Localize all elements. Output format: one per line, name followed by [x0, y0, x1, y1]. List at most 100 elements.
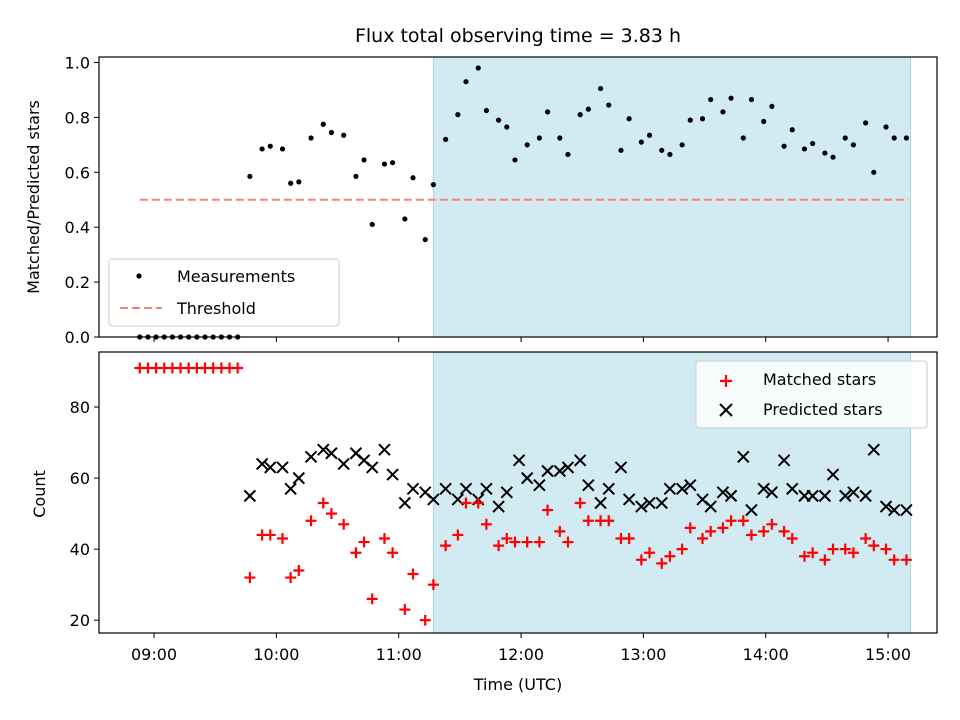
predicted-star-marker: [684, 479, 697, 492]
measurement-point: [659, 147, 665, 153]
predicted-star-marker: [704, 500, 717, 513]
matched-star-marker: [847, 547, 859, 559]
measurement-point: [761, 118, 767, 125]
matched-star-marker: [758, 525, 770, 537]
legend-predicted-label: Predicted stars: [763, 400, 883, 419]
predicted-star-marker: [337, 457, 350, 471]
measurement-point: [728, 95, 734, 101]
top-panel: 0.0 0.2 0.4 0.6 0.8 1.0 Matched/Predicted sta…: [24, 53, 938, 347]
measurement-point: [267, 143, 273, 149]
measurement-point: [430, 182, 436, 188]
measurement-point: [288, 180, 294, 186]
measurement-point: [585, 106, 591, 112]
measurement-point: [328, 129, 335, 136]
matched-star-marker: [387, 547, 399, 559]
y-tick-label: 0.4: [65, 218, 90, 237]
bottom-y-axis-label: Count: [30, 470, 49, 518]
measurement-point: [626, 116, 632, 122]
matched-star-marker: [501, 533, 513, 545]
predicted-star-marker: [847, 486, 860, 499]
measurement-point: [341, 132, 347, 138]
measurement-point: [369, 221, 375, 228]
x-tick-label: 12:00: [498, 645, 544, 664]
measurement-point: [512, 157, 518, 163]
matched-star-marker: [827, 543, 839, 555]
x-tick-label: 10:00: [253, 645, 299, 664]
predicted-star-marker: [459, 482, 473, 495]
matched-star-marker: [766, 518, 778, 530]
bottom-plot-frame: [98, 351, 938, 634]
measurement-point: [483, 107, 489, 114]
top-observing-span: [432, 56, 911, 338]
predicted-star-marker: [573, 454, 587, 467]
measurement-point: [646, 132, 653, 138]
measurement-point: [679, 142, 685, 148]
matched-star-marker: [574, 497, 586, 509]
matched-star-points: [134, 362, 912, 626]
predicted-star-marker: [304, 450, 318, 464]
predicted-star-marker: [806, 489, 819, 503]
matched-star-marker: [745, 529, 757, 541]
x-axis-label: Time (UTC): [473, 675, 562, 694]
bottom-y-ticks: 20 40 60 80: [70, 398, 99, 630]
measurement-point: [475, 65, 481, 71]
measurement-point: [402, 216, 408, 222]
predicted-star-marker: [879, 500, 893, 513]
predicted-star-marker: [737, 450, 750, 464]
measurement-point: [720, 109, 726, 115]
matched-star-marker: [407, 568, 419, 580]
y-tick-label: 0.6: [65, 163, 90, 182]
matched-star-marker: [305, 515, 317, 527]
matched-star-marker: [264, 529, 276, 541]
matched-star-marker: [317, 497, 329, 509]
measurement-point: [830, 154, 836, 160]
measurement-point: [699, 116, 706, 122]
matched-star-marker: [554, 525, 566, 537]
measurement-point: [353, 173, 359, 180]
predicted-star-marker: [292, 471, 306, 485]
measurement-point: [638, 139, 644, 145]
matched-star-marker: [350, 547, 362, 559]
x-tick-label: 11:00: [376, 645, 422, 664]
legend-matched-marker: [720, 375, 732, 387]
x-tick-label: 14:00: [743, 645, 789, 664]
matched-star-marker: [325, 508, 337, 520]
matched-star-marker: [656, 557, 668, 569]
measurement-point: [842, 135, 848, 141]
measurement-point: [667, 151, 673, 158]
matched-star-marker: [697, 533, 709, 545]
top-x-ticks: [153, 337, 889, 342]
matched-star-marker: [277, 533, 289, 545]
measurement-point: [871, 169, 877, 175]
legend-threshold-label: Threshold: [176, 299, 256, 318]
measurement-point: [850, 142, 857, 148]
predicted-star-marker: [541, 464, 554, 478]
predicted-star-marker: [655, 496, 668, 510]
predicted-star-marker: [724, 489, 738, 503]
y-tick-label: 20: [70, 611, 90, 630]
measurement-points: [137, 65, 910, 340]
matched-star-marker: [635, 554, 647, 566]
predicted-star-marker: [643, 496, 656, 510]
matched-star-marker: [860, 533, 872, 545]
matched-star-marker: [888, 554, 900, 566]
legend-matched-label: Matched stars: [763, 370, 876, 389]
matched-star-marker: [542, 504, 554, 516]
x-tick-label: 15:00: [865, 645, 911, 664]
matched-star-marker: [868, 540, 880, 552]
matched-star-marker: [509, 536, 521, 548]
y-tick-label: 0.2: [65, 273, 90, 292]
predicted-star-marker: [398, 496, 412, 510]
measurement-point: [443, 136, 449, 142]
predicted-star-marker: [243, 489, 257, 503]
matched-star-marker: [460, 497, 472, 509]
predicted-star-marker: [520, 471, 534, 485]
matched-star-marker: [452, 529, 464, 541]
matched-star-marker: [399, 604, 411, 616]
measurement-point: [708, 96, 714, 103]
predicted-star-marker: [325, 447, 338, 460]
predicted-star-marker: [622, 493, 636, 506]
matched-star-marker: [705, 525, 717, 537]
measurement-point: [496, 117, 502, 123]
